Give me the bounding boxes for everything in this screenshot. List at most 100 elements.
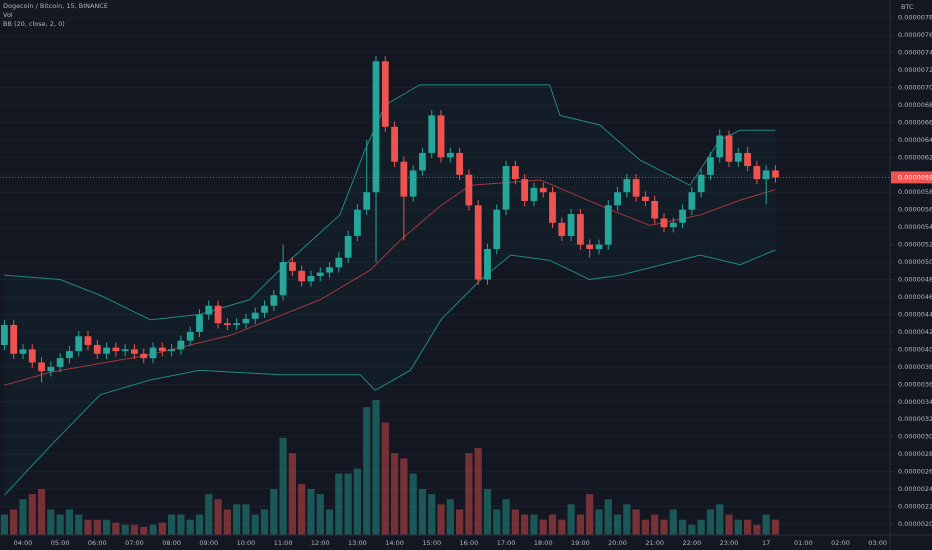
volume-bar (223, 509, 231, 535)
volume-bar (65, 509, 74, 535)
candle-body (38, 362, 45, 372)
candle-body (121, 349, 129, 352)
volume-bar (483, 488, 492, 535)
candle-body (149, 347, 157, 359)
volume-bar (186, 519, 194, 535)
candle-body (651, 200, 659, 219)
candle-body (140, 353, 148, 359)
candle-body (688, 192, 696, 210)
volume-bar (632, 509, 640, 535)
candle-layer (0, 56, 890, 383)
candle-body (679, 209, 686, 223)
candle-body (326, 267, 333, 273)
volume-bar (651, 514, 659, 535)
x-tick-label: 08:00 (162, 539, 181, 547)
volume-bar (697, 519, 705, 535)
volume-bar (428, 494, 436, 535)
candle-body (223, 323, 231, 325)
chart-title: Dogecoin / Bitcoin, 15, BINANCE (3, 2, 108, 10)
volume-bar (260, 509, 269, 535)
volume-bar (298, 483, 306, 535)
candle-body (112, 347, 120, 352)
volume-bar (205, 494, 213, 535)
volume-bar (660, 519, 668, 535)
bollinger-lower (4, 249, 776, 496)
volume-bar (19, 499, 27, 535)
x-tick-label: 22:00 (682, 539, 701, 547)
x-tick-label: 18:00 (534, 539, 553, 547)
candle-body (725, 135, 733, 162)
volume-bar (316, 494, 324, 535)
volume-bar (47, 509, 55, 535)
volume-layer (0, 400, 780, 535)
candle-body (242, 318, 250, 324)
band-fill (4, 84, 776, 496)
volume-bar (130, 524, 139, 535)
candle-body (1, 324, 8, 346)
candle-body (131, 349, 138, 354)
x-tick-label: 20:00 (608, 539, 627, 547)
volume-bar (214, 499, 222, 535)
x-tick-label: 12:00 (311, 539, 330, 547)
volume-bar (233, 504, 241, 535)
candle-body (158, 347, 166, 352)
candle-body (28, 349, 36, 363)
candle-body (716, 135, 724, 158)
candle-body (660, 218, 668, 228)
volume-bar (567, 504, 575, 535)
x-tick-label: 21:00 (645, 539, 664, 547)
candle-body (511, 166, 519, 180)
x-tick-label: 09:00 (199, 539, 218, 547)
volume-bar (93, 519, 101, 535)
x-tick-label: 17:00 (497, 539, 516, 547)
volume-bar (84, 519, 92, 535)
volume-bar (307, 488, 315, 535)
volume-bar (158, 522, 166, 535)
volume-bar (353, 468, 362, 535)
x-tick-label: 06:00 (88, 539, 107, 547)
volume-bar (56, 514, 64, 535)
volume-bar (576, 514, 584, 535)
candle-body (47, 366, 55, 372)
candle-body (465, 174, 473, 206)
volume-bar (493, 509, 501, 535)
candle-body (288, 262, 296, 271)
volume-bar (558, 519, 566, 535)
x-tick-label: 23:00 (720, 539, 739, 547)
volume-bar (177, 514, 185, 535)
candle-body (56, 358, 64, 367)
candle-body (168, 349, 176, 352)
volume-bar (279, 437, 287, 535)
volume-bar (288, 453, 296, 535)
volume-bar (706, 509, 715, 535)
volume-bar (530, 514, 538, 535)
candle-body (567, 214, 575, 236)
volume-bar (604, 499, 612, 535)
grid (0, 17, 890, 525)
x-tick-label: 10:00 (237, 539, 256, 547)
candle-body (456, 152, 464, 175)
x-tick-label: 03:00 (868, 539, 887, 547)
candle-body (75, 336, 83, 352)
candle-body (632, 179, 640, 197)
candle-body (93, 345, 101, 354)
indicator-label: BB (20, close, 2, 0) (3, 20, 65, 28)
candle-body (474, 205, 482, 280)
candle-body (734, 152, 742, 162)
